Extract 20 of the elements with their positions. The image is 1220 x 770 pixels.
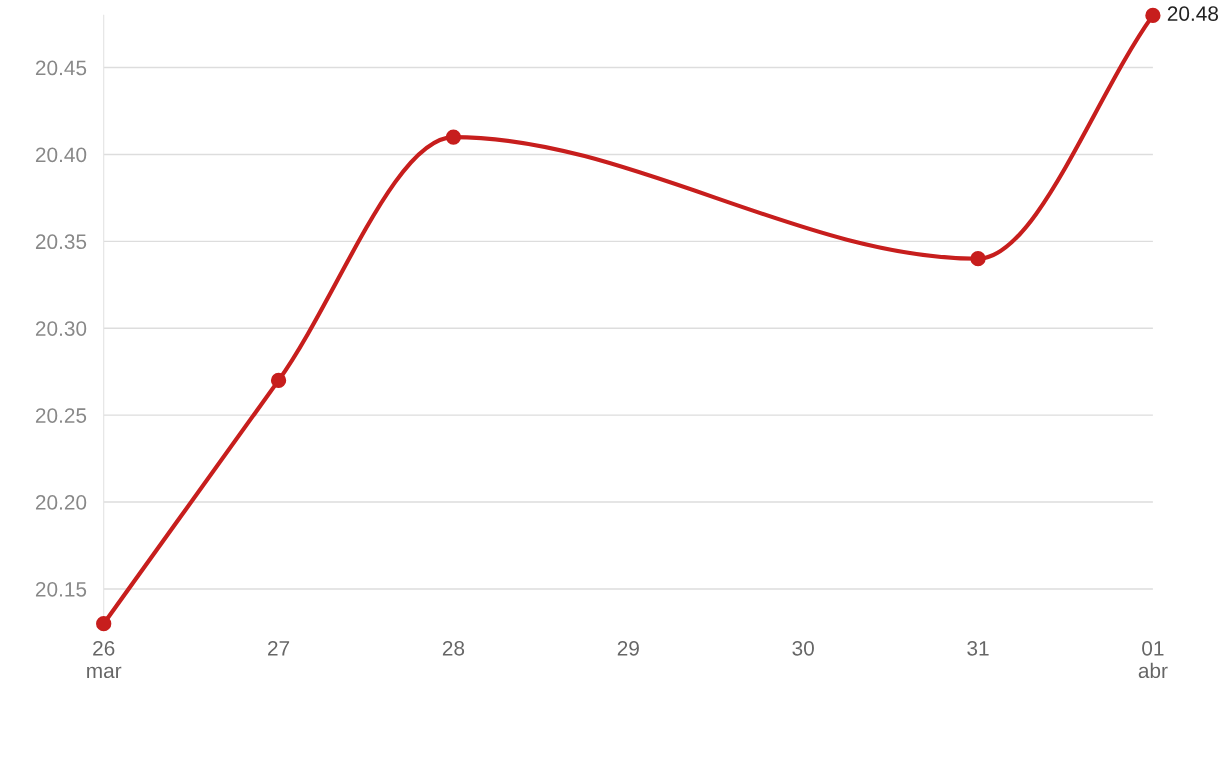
y-tick-label: 20.30 <box>35 321 87 336</box>
x-tick-label: 27 <box>268 640 290 656</box>
data-label: 20.48 <box>1167 6 1219 21</box>
y-tick-label: 20.20 <box>35 495 87 510</box>
point <box>270 372 287 389</box>
point <box>1145 7 1161 24</box>
x-tick-label: 30 <box>792 640 814 656</box>
y-tick-label: 20.25 <box>35 408 87 423</box>
x-tick-label: 29 <box>617 640 639 656</box>
y-tick-label: 20.15 <box>35 581 87 597</box>
point <box>445 129 462 145</box>
point <box>970 251 986 267</box>
x-tick-label: 28 <box>442 640 465 656</box>
y-tick-label: 20.40 <box>35 147 87 163</box>
x-tick-label: 01 abr <box>1138 640 1168 679</box>
y-tick-label: 20.35 <box>35 234 87 250</box>
x-tick-label: 26 mar <box>87 640 122 679</box>
x-tick-label: 31 <box>967 640 989 656</box>
y-tick-label: 20.45 <box>35 60 87 76</box>
point <box>96 616 112 632</box>
